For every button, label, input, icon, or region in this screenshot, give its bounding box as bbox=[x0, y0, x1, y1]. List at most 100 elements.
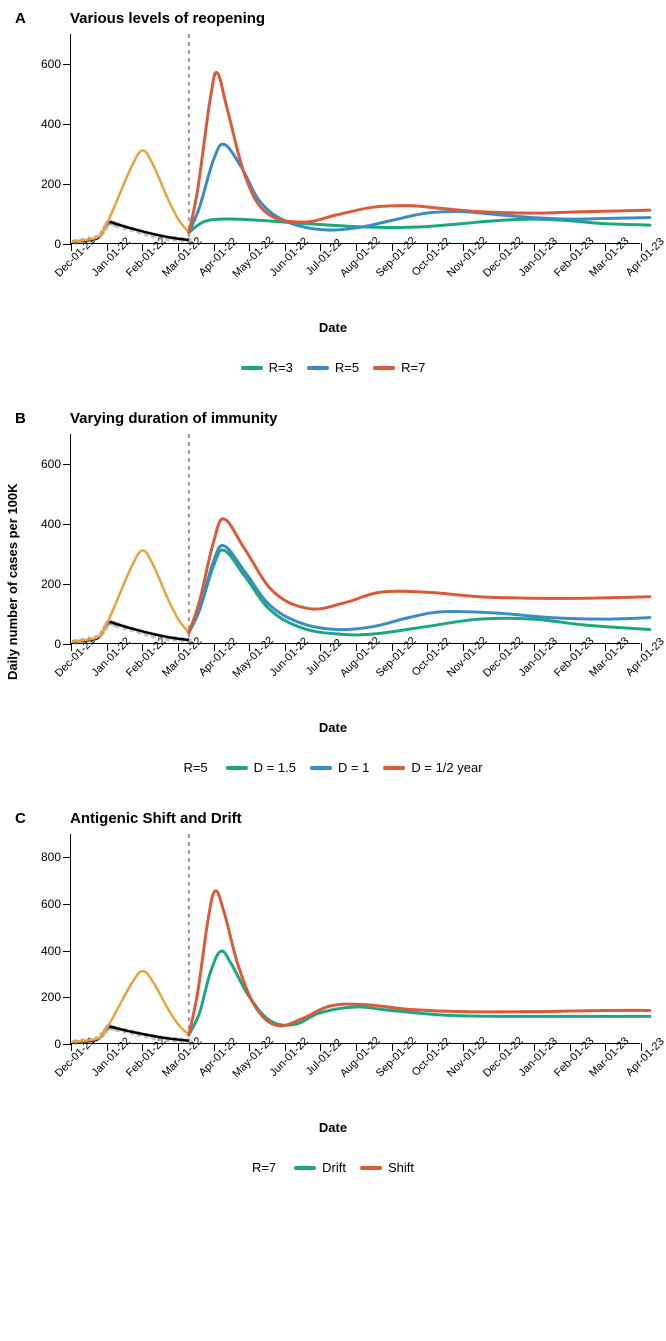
chart-svg bbox=[71, 434, 640, 643]
x-tick bbox=[499, 1043, 500, 1051]
legend-label: D = 1/2 year bbox=[411, 760, 482, 775]
x-tick bbox=[427, 243, 428, 251]
y-tick bbox=[63, 857, 71, 858]
y-tick bbox=[63, 644, 71, 645]
y-tick bbox=[63, 244, 71, 245]
x-tick bbox=[570, 643, 571, 651]
y-tick bbox=[63, 951, 71, 952]
legend: R=7 Drift Shift bbox=[10, 1160, 656, 1175]
x-tick bbox=[570, 243, 571, 251]
legend-swatch bbox=[307, 366, 329, 370]
x-tick bbox=[534, 243, 535, 251]
x-tick bbox=[463, 243, 464, 251]
legend-swatch bbox=[241, 366, 263, 370]
legend-label: R=5 bbox=[335, 360, 359, 375]
legend: R=5 D = 1.5 D = 1 D = 1/2 year bbox=[10, 760, 656, 775]
y-tick-label: 600 bbox=[41, 897, 61, 911]
y-tick-label: 0 bbox=[54, 637, 61, 651]
x-tick bbox=[71, 243, 72, 251]
x-tick bbox=[427, 643, 428, 651]
legend-item: Shift bbox=[360, 1160, 414, 1175]
x-tick bbox=[214, 643, 215, 651]
y-axis-label: Daily number of cases per 100K bbox=[5, 483, 20, 680]
x-tick bbox=[534, 643, 535, 651]
x-tick bbox=[641, 243, 642, 251]
x-tick bbox=[356, 243, 357, 251]
legend-item: D = 1.5 bbox=[226, 760, 296, 775]
y-tick-label: 400 bbox=[41, 117, 61, 131]
chart-svg bbox=[71, 834, 640, 1043]
x-tick bbox=[641, 643, 642, 651]
y-tick-label: 200 bbox=[41, 177, 61, 191]
y-tick bbox=[63, 64, 71, 65]
x-tick bbox=[178, 643, 179, 651]
x-tick bbox=[178, 243, 179, 251]
x-tick bbox=[107, 643, 108, 651]
y-tick bbox=[63, 904, 71, 905]
x-tick bbox=[463, 643, 464, 651]
legend-label: D = 1.5 bbox=[254, 760, 296, 775]
legend-item: D = 1/2 year bbox=[383, 760, 482, 775]
legend-swatch bbox=[373, 366, 395, 370]
x-tick bbox=[142, 1043, 143, 1051]
series-line bbox=[189, 546, 650, 633]
x-tick bbox=[356, 1043, 357, 1051]
y-tick bbox=[63, 124, 71, 125]
x-tick bbox=[142, 643, 143, 651]
x-tick bbox=[71, 1043, 72, 1051]
figure-container: Daily number of cases per 100K AVarious … bbox=[10, 10, 656, 1331]
y-tick bbox=[63, 997, 71, 998]
y-tick-label: 0 bbox=[54, 1037, 61, 1051]
x-tick bbox=[285, 1043, 286, 1051]
y-tick bbox=[63, 584, 71, 585]
x-tick bbox=[178, 1043, 179, 1051]
panel-title: Varying duration of immunity bbox=[70, 410, 278, 427]
x-tick bbox=[285, 643, 286, 651]
chart-svg bbox=[71, 34, 640, 243]
legend-swatch bbox=[383, 766, 405, 770]
x-tick bbox=[392, 243, 393, 251]
legend-item: D = 1 bbox=[310, 760, 369, 775]
x-tick bbox=[142, 243, 143, 251]
legend-label: R=3 bbox=[269, 360, 293, 375]
x-tick bbox=[285, 243, 286, 251]
x-tick bbox=[392, 643, 393, 651]
x-tick bbox=[71, 643, 72, 651]
x-axis-label: Date bbox=[319, 1120, 347, 1135]
panel-label: A bbox=[15, 10, 26, 27]
y-tick-label: 200 bbox=[41, 577, 61, 591]
legend-swatch bbox=[294, 1166, 316, 1170]
plot-area: 0200400600Dec-01-21Jan-01-22Feb-01-22Mar… bbox=[70, 34, 640, 244]
x-tick bbox=[249, 243, 250, 251]
x-tick bbox=[641, 1043, 642, 1051]
x-tick bbox=[214, 1043, 215, 1051]
legend-prefix: R=7 bbox=[252, 1160, 276, 1175]
legend-item: R=5 bbox=[307, 360, 359, 375]
x-tick bbox=[427, 1043, 428, 1051]
x-tick bbox=[249, 1043, 250, 1051]
legend-item: R=7 bbox=[373, 360, 425, 375]
y-tick-label: 600 bbox=[41, 57, 61, 71]
legend-swatch bbox=[360, 1166, 382, 1170]
legend-label: R=7 bbox=[401, 360, 425, 375]
plot-area: 0200400600Dec-01-21Jan-01-22Feb-01-22Mar… bbox=[70, 434, 640, 644]
legend: R=3 R=5 R=7 bbox=[10, 360, 656, 375]
y-tick bbox=[63, 1044, 71, 1045]
x-tick bbox=[499, 643, 500, 651]
panel-label: C bbox=[15, 810, 26, 827]
x-tick bbox=[249, 643, 250, 651]
legend-prefix: R=5 bbox=[183, 760, 207, 775]
legend-item: Drift bbox=[294, 1160, 346, 1175]
x-tick bbox=[499, 243, 500, 251]
x-tick bbox=[392, 1043, 393, 1051]
x-axis-label: Date bbox=[319, 720, 347, 735]
y-tick-label: 400 bbox=[41, 517, 61, 531]
panel-title: Various levels of reopening bbox=[70, 10, 265, 27]
legend-item: R=3 bbox=[241, 360, 293, 375]
y-tick bbox=[63, 464, 71, 465]
legend-label: Shift bbox=[388, 1160, 414, 1175]
legend-swatch bbox=[310, 766, 332, 770]
y-tick bbox=[63, 184, 71, 185]
y-tick-label: 800 bbox=[41, 850, 61, 864]
x-tick bbox=[534, 1043, 535, 1051]
